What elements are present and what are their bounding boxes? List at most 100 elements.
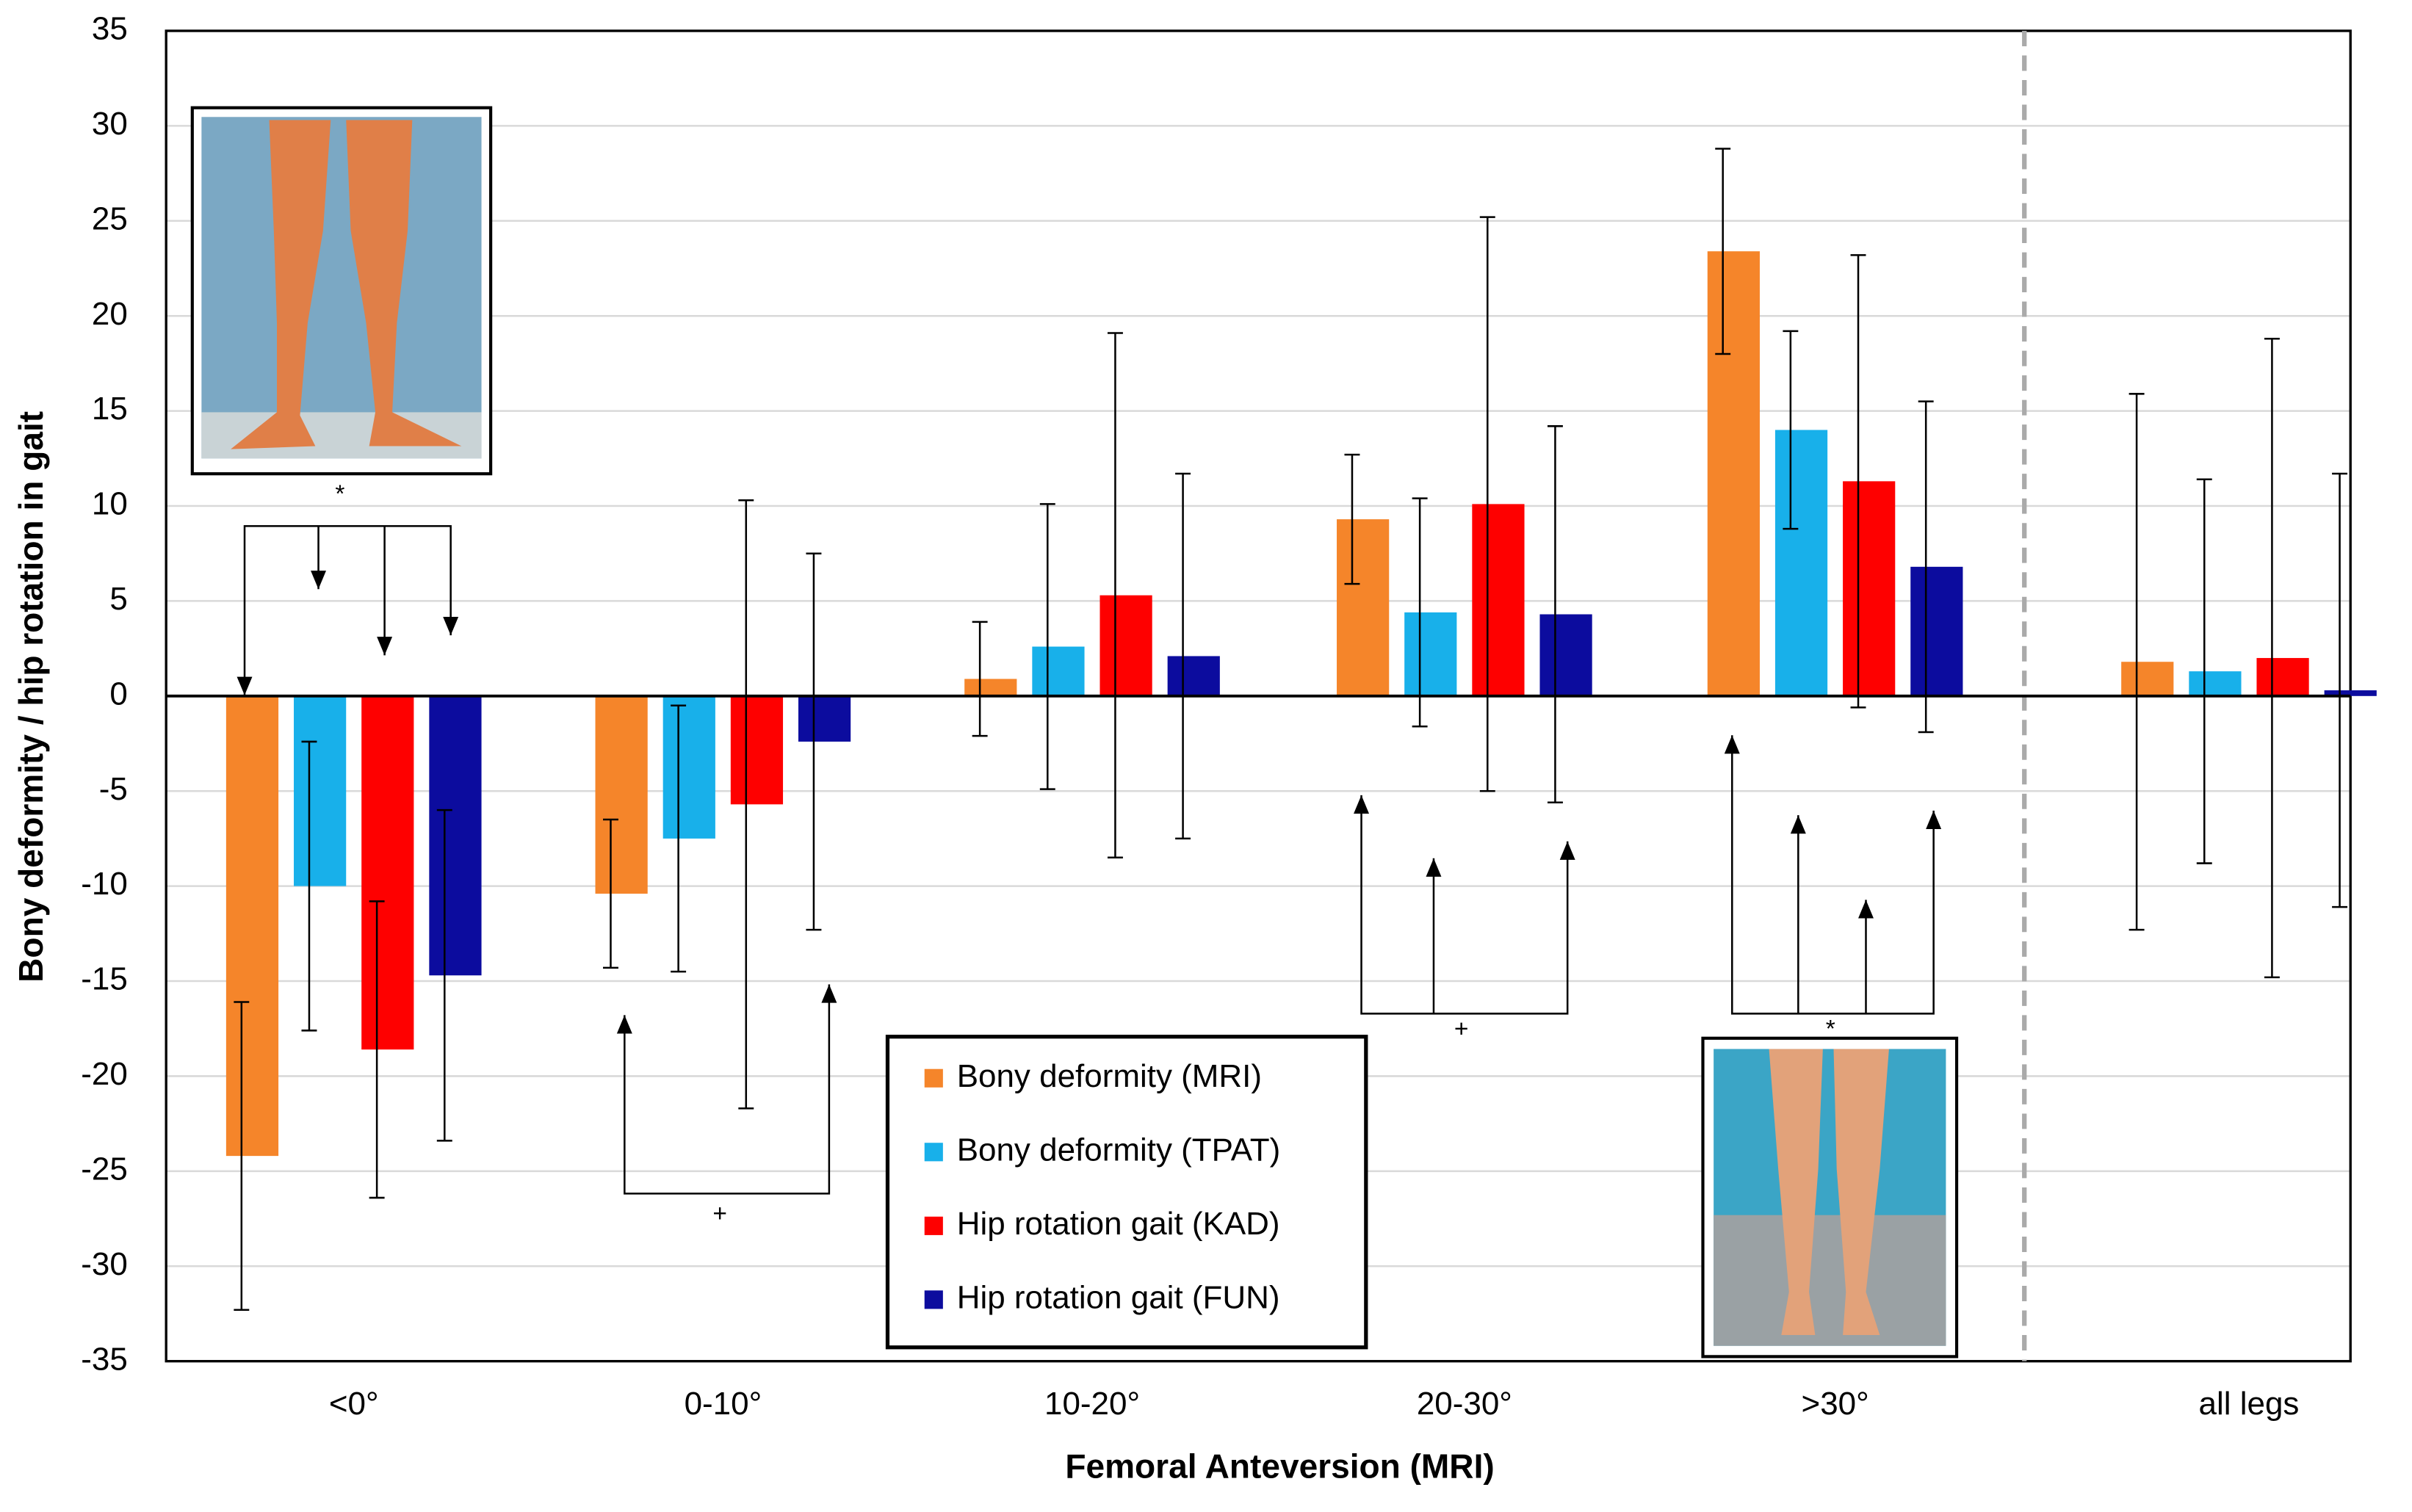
y-tick-label: -5 <box>99 771 128 807</box>
legend-swatch <box>924 1290 943 1309</box>
bar <box>2256 658 2309 696</box>
photo-leg <box>1769 1049 1823 1336</box>
bar <box>964 679 1017 696</box>
error-bar <box>671 704 687 973</box>
error-bar <box>2264 338 2280 979</box>
photo <box>201 117 482 459</box>
photo-floor <box>1714 1215 1946 1346</box>
x-tick-label: 20-30° <box>1417 1386 1512 1422</box>
arrow-head <box>1790 815 1806 834</box>
bracket <box>1731 735 1935 1015</box>
bar <box>595 695 648 894</box>
error-bar <box>1850 254 1866 709</box>
bar <box>225 695 279 1157</box>
photo-floor <box>201 412 482 459</box>
bar <box>429 695 482 976</box>
y-tick-label: -15 <box>81 961 128 997</box>
x-axis-title: Femoral Anteversion (MRI) <box>1065 1447 1494 1485</box>
annotation: * <box>335 480 344 507</box>
arrow-head <box>616 1015 632 1034</box>
arrow-head <box>443 616 459 636</box>
arrow-head <box>1426 858 1442 877</box>
bar <box>1100 595 1152 696</box>
y-tick-label: 35 <box>92 11 128 47</box>
error-bar <box>1479 216 1495 792</box>
bar <box>1843 481 1896 696</box>
error-bar <box>1547 425 1563 804</box>
annotation: * <box>1826 1016 1835 1043</box>
x-tick-label: 0-10° <box>685 1386 762 1422</box>
arrow-head <box>377 637 393 656</box>
error-bar <box>2196 478 2212 864</box>
annotation: + <box>712 1201 727 1228</box>
y-tick-label: 25 <box>92 200 128 236</box>
arrow-head <box>1354 795 1370 814</box>
legend-label: Hip rotation gait (KAD) <box>957 1206 1280 1242</box>
bracket <box>1360 795 1569 1015</box>
bar <box>1167 656 1220 696</box>
y-tick-label: 5 <box>109 581 127 617</box>
y-tick-label: 30 <box>92 106 128 142</box>
legend-box <box>885 1035 1368 1350</box>
photos <box>190 106 1959 1359</box>
error-bar <box>1715 148 1731 355</box>
arrow-head <box>311 571 327 590</box>
bar <box>1539 614 1592 696</box>
y-tick-label: -30 <box>81 1246 128 1282</box>
arrow-head <box>1926 810 1942 829</box>
error-bar <box>234 1001 250 1312</box>
photo-leg <box>1833 1049 1889 1336</box>
error-bar <box>1918 400 1934 734</box>
legend-label: Hip rotation gait (FUN) <box>957 1279 1280 1315</box>
error-bar <box>1783 330 1799 530</box>
error-bar <box>738 499 754 1110</box>
bar <box>1472 504 1525 696</box>
legend-swatch <box>924 1068 943 1088</box>
bar <box>1774 430 1828 696</box>
bar <box>662 695 715 839</box>
error-bar <box>301 740 317 1032</box>
bar <box>1032 646 1085 696</box>
error-bar <box>806 552 822 931</box>
error-bar <box>1344 453 1360 585</box>
y-tick-label: 0 <box>109 676 127 712</box>
legend-swatch <box>924 1143 943 1162</box>
arrow-head <box>821 984 837 1003</box>
y-tick-label: 10 <box>92 486 128 522</box>
bar <box>730 695 784 805</box>
annotation: + <box>1454 1016 1469 1043</box>
y-tick-label: -10 <box>81 866 128 902</box>
arrow-head <box>1559 841 1575 860</box>
y-axis-title: Bony deformity / hip rotation in gait <box>12 411 50 983</box>
bar <box>1910 566 1963 696</box>
error-bar <box>369 900 385 1199</box>
y-tick-label: -20 <box>81 1056 128 1092</box>
y-tick-label: -25 <box>81 1151 128 1187</box>
error-bar <box>603 818 618 969</box>
error-bar <box>1039 503 1055 790</box>
x-tick-label: all legs <box>2199 1386 2300 1422</box>
y-tick-label: -35 <box>81 1341 128 1377</box>
arrow-head <box>236 676 253 695</box>
photo-leg <box>231 120 331 449</box>
bar <box>2121 662 2174 696</box>
error-bar <box>972 621 988 737</box>
bar <box>294 695 347 886</box>
arrow-head <box>1858 900 1874 919</box>
bar <box>1337 519 1390 696</box>
error-bar <box>2332 472 2348 908</box>
legend-label: Bony deformity (TPAT) <box>957 1132 1281 1168</box>
arrow-head <box>1724 735 1740 754</box>
bar <box>1404 612 1457 696</box>
bar <box>2189 671 2242 696</box>
error-bar <box>436 809 452 1142</box>
y-tick-label: 15 <box>92 391 128 427</box>
y-tick-label: 20 <box>92 296 128 332</box>
bar <box>2324 690 2377 696</box>
error-bar <box>1175 472 1191 840</box>
x-tick-label: >30° <box>1802 1386 1869 1422</box>
bracket <box>624 984 831 1195</box>
legend-label: Bony deformity (MRI) <box>957 1058 1262 1094</box>
error-bar <box>1107 332 1123 859</box>
